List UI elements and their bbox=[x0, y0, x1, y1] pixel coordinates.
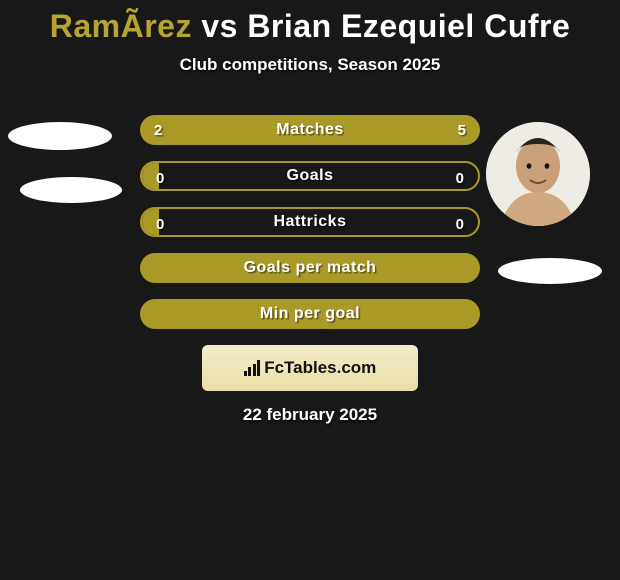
player-right-name: Brian Ezequiel Cufre bbox=[247, 8, 570, 44]
source-logo[interactable]: FcTables.com bbox=[202, 345, 418, 391]
stat-label: Goals bbox=[287, 167, 334, 185]
stat-right-value: 0 bbox=[442, 209, 478, 239]
snapshot-date: 22 february 2025 bbox=[140, 405, 480, 425]
stat-right-value: 5 bbox=[444, 115, 480, 145]
player-right-avatar bbox=[486, 122, 590, 226]
player-right-shadow-placeholder bbox=[498, 258, 602, 284]
vs-separator: vs bbox=[192, 8, 247, 44]
stat-row-matches: 2 Matches 5 bbox=[140, 115, 480, 145]
source-logo-text: FcTables.com bbox=[264, 358, 376, 378]
player-left-shadow-placeholder bbox=[20, 177, 122, 203]
stat-left-value: 0 bbox=[142, 209, 178, 239]
stat-row-hattricks: 0 Hattricks 0 bbox=[140, 207, 480, 237]
stat-right-value: 0 bbox=[442, 163, 478, 193]
comparison-title: RamÃ­rez vs Brian Ezequiel Cufre bbox=[0, 0, 620, 45]
comparison-subtitle: Club competitions, Season 2025 bbox=[0, 55, 620, 75]
stat-row-min-per-goal: Min per goal bbox=[140, 299, 480, 329]
bar-chart-icon bbox=[244, 360, 261, 376]
player-left-avatar-placeholder bbox=[8, 122, 112, 150]
stat-label: Hattricks bbox=[274, 213, 347, 231]
stat-label: Matches bbox=[276, 121, 344, 139]
stat-row-goals: 0 Goals 0 bbox=[140, 161, 480, 191]
stat-row-goals-per-match: Goals per match bbox=[140, 253, 480, 283]
stat-left-value: 2 bbox=[140, 115, 176, 145]
stat-label: Goals per match bbox=[244, 259, 377, 277]
stat-label: Min per goal bbox=[260, 305, 360, 323]
stat-left-value: 0 bbox=[142, 163, 178, 193]
player-left-name: RamÃ­rez bbox=[50, 8, 192, 44]
comparison-stats: 2 Matches 5 0 Goals 0 0 Hattricks 0 Goal… bbox=[140, 115, 480, 425]
